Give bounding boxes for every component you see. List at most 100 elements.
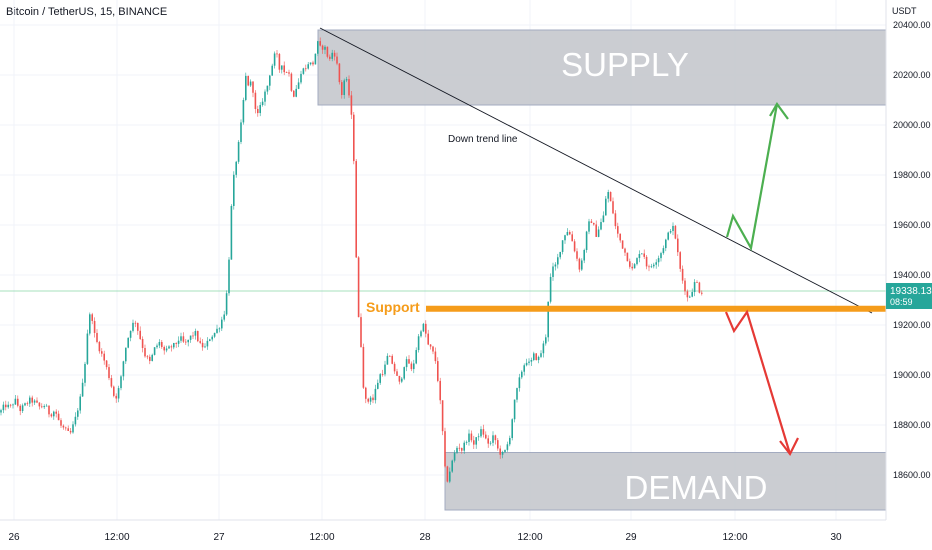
candle-body bbox=[559, 251, 561, 258]
time-tick-label: 28 bbox=[419, 532, 431, 543]
candle-body bbox=[583, 249, 585, 261]
candle-body bbox=[408, 359, 410, 364]
price-axis-unit: USDT bbox=[892, 6, 917, 16]
time-tick-label: 29 bbox=[625, 532, 637, 543]
candle-body bbox=[686, 291, 689, 298]
candle-body bbox=[38, 402, 41, 407]
candle-body bbox=[233, 174, 235, 206]
candle-body bbox=[228, 259, 230, 294]
candle-body bbox=[667, 232, 669, 240]
candle-body bbox=[473, 440, 475, 445]
candle-body bbox=[446, 466, 449, 482]
candle-body bbox=[391, 355, 393, 364]
candle-body bbox=[523, 365, 525, 372]
candle-body bbox=[461, 448, 463, 451]
candle-body bbox=[369, 397, 372, 402]
candle-body bbox=[648, 266, 650, 268]
candle-body bbox=[295, 88, 297, 97]
candle-body bbox=[348, 79, 350, 96]
candle-body bbox=[669, 231, 672, 233]
candle-body bbox=[26, 403, 29, 405]
candle-body bbox=[439, 380, 441, 401]
candle-body bbox=[475, 437, 477, 445]
candle-body bbox=[177, 340, 180, 344]
candle-body bbox=[487, 438, 489, 444]
candle-body bbox=[372, 397, 374, 401]
candle-body bbox=[288, 72, 290, 74]
candle-body bbox=[266, 85, 269, 92]
candle-body bbox=[437, 361, 439, 381]
candle-body bbox=[321, 45, 324, 50]
candle-body bbox=[218, 328, 221, 330]
candle-body bbox=[547, 301, 549, 338]
candle-body bbox=[665, 239, 667, 249]
candle-body bbox=[252, 81, 254, 93]
candle-body bbox=[677, 238, 679, 253]
candle-body bbox=[533, 353, 535, 361]
candle-body bbox=[381, 374, 384, 376]
price-tick-label: 19200.00 bbox=[893, 320, 931, 330]
time-tick-label: 30 bbox=[830, 532, 842, 543]
breakdown-arrow-path bbox=[724, 309, 792, 455]
candle-body bbox=[617, 226, 619, 234]
candle-body bbox=[581, 260, 583, 270]
candle-body bbox=[33, 400, 36, 403]
candle-body bbox=[77, 410, 79, 417]
candle-body bbox=[60, 420, 62, 426]
candle-body bbox=[516, 388, 518, 400]
candle-body bbox=[206, 340, 209, 347]
candle-body bbox=[425, 323, 427, 334]
candle-body bbox=[585, 231, 588, 250]
candle-body bbox=[653, 264, 655, 267]
candle-body bbox=[245, 75, 247, 100]
candle-body bbox=[173, 342, 175, 348]
price-tick-label: 18600.00 bbox=[893, 470, 931, 480]
candle-body bbox=[223, 314, 225, 320]
candle-body bbox=[657, 258, 660, 263]
time-tick-label: 12:00 bbox=[104, 532, 129, 543]
candle-body bbox=[621, 240, 624, 249]
candle-body bbox=[573, 241, 576, 252]
candle-body bbox=[511, 419, 513, 439]
candle-body bbox=[105, 360, 108, 368]
candle-body bbox=[290, 73, 293, 91]
candle-body bbox=[79, 396, 81, 411]
candle-body bbox=[86, 333, 89, 364]
candle-body bbox=[537, 356, 540, 361]
candle-body bbox=[643, 253, 645, 257]
candle-body bbox=[283, 65, 285, 73]
candle-body bbox=[12, 404, 14, 406]
candle-body bbox=[153, 347, 156, 355]
candle-body bbox=[619, 233, 621, 241]
candle-body bbox=[497, 440, 499, 449]
candle-body bbox=[485, 434, 487, 439]
current-price-value: 19338.13 bbox=[890, 286, 932, 297]
candle-body bbox=[81, 382, 84, 397]
candle-body bbox=[345, 79, 348, 81]
candle-body bbox=[429, 344, 432, 347]
candle-body bbox=[401, 378, 403, 382]
candle-body bbox=[93, 320, 96, 333]
candle-body bbox=[216, 328, 218, 333]
candle-body bbox=[161, 342, 163, 347]
time-tick-label: 12:00 bbox=[309, 532, 334, 543]
supply-zone bbox=[317, 29, 887, 106]
candle-body bbox=[122, 361, 125, 377]
candle-body bbox=[285, 72, 288, 73]
candle-body bbox=[43, 406, 45, 408]
candle-body bbox=[14, 398, 17, 405]
candle-body bbox=[504, 449, 506, 452]
candle-body bbox=[509, 438, 511, 445]
candle-body bbox=[353, 114, 355, 162]
candle-body bbox=[389, 355, 391, 357]
candle-body bbox=[561, 240, 564, 252]
candle-body bbox=[605, 198, 607, 216]
candle-body bbox=[468, 433, 470, 442]
candle-body bbox=[638, 254, 641, 259]
candle-body bbox=[127, 337, 129, 348]
candle-body bbox=[631, 266, 633, 269]
candle-body bbox=[355, 161, 357, 258]
candle-body bbox=[552, 266, 554, 277]
candle-body bbox=[674, 225, 677, 239]
